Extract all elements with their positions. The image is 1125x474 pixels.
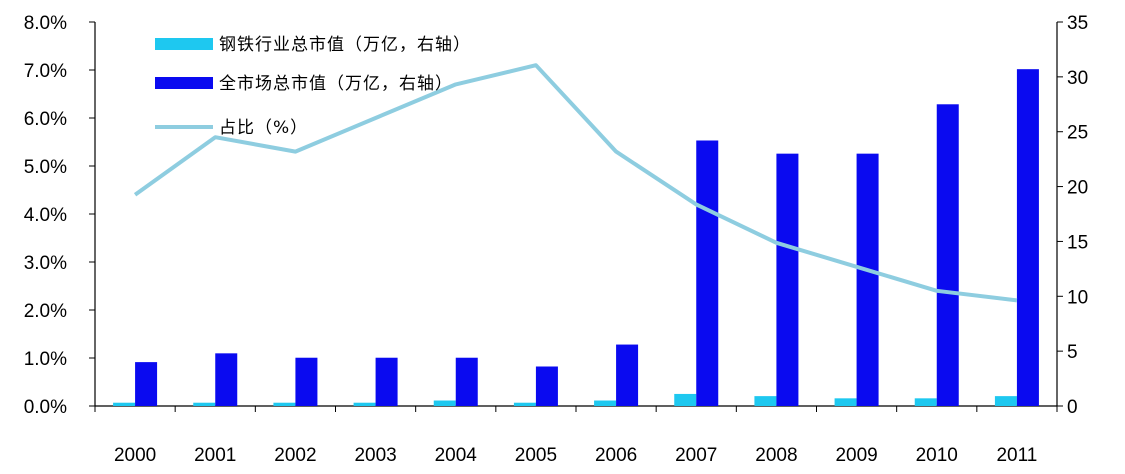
x-tick-label: 2002 xyxy=(274,445,316,466)
steel-bar-2002 xyxy=(273,402,296,406)
x-tick-label: 2007 xyxy=(675,445,717,466)
left-tick-label: 0.0% xyxy=(24,397,67,418)
legend-swatch-market xyxy=(155,77,213,89)
right-tick-label: 15 xyxy=(1067,232,1088,253)
right-tick-label: 10 xyxy=(1067,287,1088,308)
share-line xyxy=(133,63,1018,303)
market-bar-2002 xyxy=(295,357,318,406)
market-bar-2004 xyxy=(455,357,478,406)
x-tick-label: 2001 xyxy=(194,445,236,466)
left-tick-label: 7.0% xyxy=(24,61,67,82)
steel-bar-2009 xyxy=(834,398,857,406)
axes: 0.0% 1.0% 2.0% 3.0% 4.0% 5.0% 6.0% 7.0% 8.0% 0 5 10… xyxy=(24,13,1088,466)
legend: 钢铁行业总市值（万亿，右轴） 全市场总市值（万亿，右轴） 占比（%） xyxy=(155,35,471,138)
x-tick-label: 2011 xyxy=(996,445,1037,466)
market-bar-2008 xyxy=(776,153,799,406)
right-tick-label: 35 xyxy=(1067,13,1088,34)
legend-label: 钢铁行业总市值（万亿，右轴） xyxy=(219,35,471,55)
x-tick-label: 2006 xyxy=(595,445,637,466)
x-tick-label: 2010 xyxy=(916,445,958,466)
right-tick-label: 0 xyxy=(1067,397,1078,418)
steel-bar-2010 xyxy=(914,398,937,406)
steel-bar-2005 xyxy=(513,402,536,406)
market-bar-2006 xyxy=(616,344,639,406)
legend-swatch-steel xyxy=(155,38,213,50)
left-tick-label: 1.0% xyxy=(24,349,67,370)
steel-bar-2004 xyxy=(433,400,456,406)
market-bar-2009 xyxy=(856,153,879,406)
steel-bar-2006 xyxy=(594,400,617,406)
legend-label: 占比（%） xyxy=(219,118,308,138)
steel-bar-2007 xyxy=(674,393,697,406)
x-tick-label: 2009 xyxy=(835,445,877,466)
left-tick-label: 8.0% xyxy=(24,13,67,34)
market-bar-2003 xyxy=(375,357,398,406)
left-tick-label: 6.0% xyxy=(24,109,67,130)
right-tick-label: 5 xyxy=(1067,342,1078,363)
steel-bar-2008 xyxy=(754,396,777,406)
market-bar-2000 xyxy=(135,362,158,406)
legend-label: 全市场总市值（万亿，右轴） xyxy=(219,74,453,94)
steel-bar-2003 xyxy=(353,402,376,406)
right-tick-label: 20 xyxy=(1067,178,1088,199)
left-tick-label: 3.0% xyxy=(24,253,67,274)
left-tick-label: 2.0% xyxy=(24,301,67,322)
line-series xyxy=(133,63,1018,303)
right-tick-label: 30 xyxy=(1067,68,1088,89)
x-tick-label: 2005 xyxy=(515,445,557,466)
steel-bar-2001 xyxy=(193,402,216,406)
left-tick-label: 5.0% xyxy=(24,157,67,178)
x-tick-label: 2003 xyxy=(354,445,396,466)
market-bar-2011 xyxy=(1016,69,1039,407)
x-tick-label: 2008 xyxy=(755,445,797,466)
market-bar-2010 xyxy=(936,104,959,407)
market-bar-2001 xyxy=(215,353,238,406)
market-bar-2007 xyxy=(696,140,719,406)
steel-bar-2011 xyxy=(994,396,1017,406)
left-tick-label: 4.0% xyxy=(24,205,67,226)
market-bar-2005 xyxy=(535,366,558,406)
right-tick-label: 25 xyxy=(1067,123,1088,144)
steel-bar-2000 xyxy=(113,402,136,406)
x-tick-label: 2000 xyxy=(114,445,156,466)
x-tick-label: 2004 xyxy=(435,445,478,466)
